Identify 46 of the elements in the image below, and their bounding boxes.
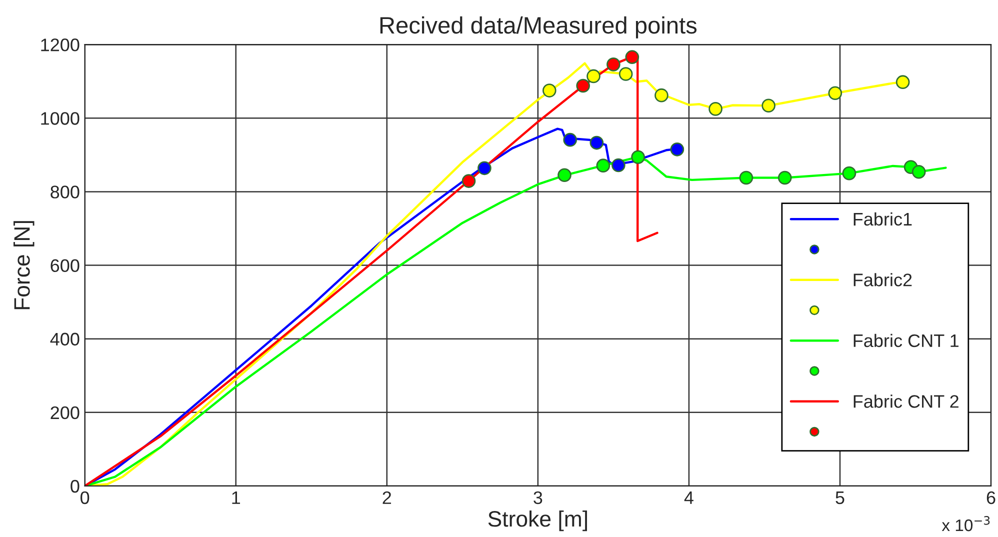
point [762, 98, 776, 113]
x-tick-label: 2 [382, 491, 392, 504]
point [612, 158, 626, 172]
legend-label: Fabric CNT 2 [854, 394, 958, 408]
y-tick-label: 1200 [41, 38, 80, 52]
legend-label: Fabric CNT 1 [854, 334, 958, 348]
point [625, 50, 640, 64]
point [558, 168, 572, 182]
point [670, 142, 684, 156]
y-tick-label: 800 [50, 186, 80, 198]
y-tick-label: 0 [70, 480, 80, 493]
legend-label: Fabric1 [854, 212, 912, 226]
x-axis-title: Stroke [m] [488, 510, 587, 532]
point [896, 75, 910, 89]
x-tick-label: 1 [232, 492, 240, 504]
y-tick-label: 1000 [41, 112, 80, 125]
point [478, 161, 492, 176]
chart-title: Recived data/Measured points [380, 16, 697, 38]
point [778, 170, 792, 185]
y-axis-title: Force [N] [14, 221, 34, 310]
x-tick-label: 0 [80, 491, 90, 504]
x-tick-label: 4 [684, 492, 694, 504]
legend-label: Fabric2 [854, 273, 912, 286]
point [590, 136, 604, 150]
y-tick-label: 600 [50, 259, 80, 272]
point [631, 150, 645, 164]
point [708, 102, 722, 116]
point [576, 78, 590, 93]
point [542, 84, 556, 98]
point [596, 158, 610, 172]
point [654, 88, 668, 102]
point [563, 132, 577, 147]
y-tick-label: 200 [50, 406, 80, 420]
point [462, 174, 476, 188]
point [842, 166, 856, 180]
x-tick-label: 3 [534, 491, 542, 504]
text: x 10$^{−3}$ [942, 516, 990, 532]
x-tick-label: 6 [986, 491, 996, 504]
point [586, 69, 600, 84]
x-tick-label: 5 [836, 492, 844, 504]
y-tick-label: 400 [50, 332, 80, 346]
point [606, 58, 620, 72]
point [828, 86, 842, 100]
point [618, 67, 633, 81]
point [739, 170, 754, 185]
point [912, 164, 926, 179]
